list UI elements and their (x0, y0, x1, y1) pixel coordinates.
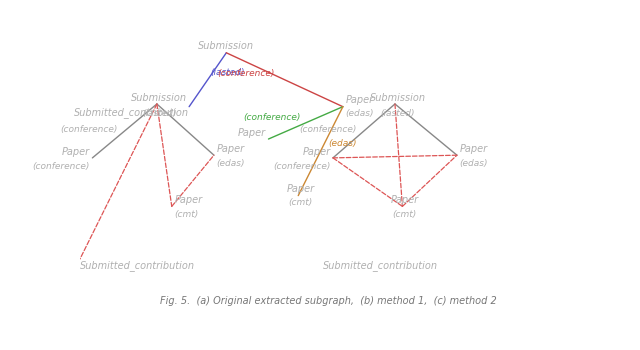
Text: Submission: Submission (198, 41, 254, 51)
Text: (conference): (conference) (243, 112, 301, 121)
Text: (edas): (edas) (460, 159, 488, 168)
Text: Paper: Paper (174, 195, 202, 205)
Text: (cmt): (cmt) (289, 198, 313, 207)
Text: (conference): (conference) (218, 69, 275, 78)
Text: (conference): (conference) (60, 125, 117, 134)
Text: (cmt): (cmt) (393, 210, 417, 219)
Text: Paper: Paper (287, 184, 315, 194)
Text: Submitted_contribution: Submitted_contribution (80, 260, 195, 271)
Text: (edas): (edas) (216, 159, 245, 168)
Text: Paper: Paper (62, 147, 90, 156)
Text: Submitted_contribution: Submitted_contribution (74, 107, 189, 118)
Text: Paper: Paper (238, 128, 266, 138)
Text: Fig. 5.  (a) Original extracted subgraph,  (b) method 1,  (c) method 2: Fig. 5. (a) Original extracted subgraph,… (159, 296, 497, 306)
Text: (iasted): (iasted) (210, 68, 244, 77)
Text: (edas): (edas) (346, 109, 374, 118)
Text: Paper: Paper (391, 195, 419, 205)
Text: (conference): (conference) (273, 162, 330, 171)
Text: (iasted): (iasted) (380, 109, 415, 118)
Text: Paper: Paper (216, 144, 244, 154)
Text: Paper: Paper (346, 95, 374, 105)
Text: Submission: Submission (131, 93, 188, 103)
Text: (iasted): (iasted) (142, 109, 177, 118)
Text: Paper: Paper (460, 144, 488, 154)
Text: (conference): (conference) (33, 162, 90, 171)
Text: Submission: Submission (369, 93, 426, 103)
Text: Paper: Paper (302, 147, 330, 156)
Text: (conference): (conference) (299, 125, 356, 134)
Text: (cmt): (cmt) (174, 210, 198, 219)
Text: (edas): (edas) (328, 139, 356, 148)
Text: Submitted_contribution: Submitted_contribution (323, 260, 438, 271)
